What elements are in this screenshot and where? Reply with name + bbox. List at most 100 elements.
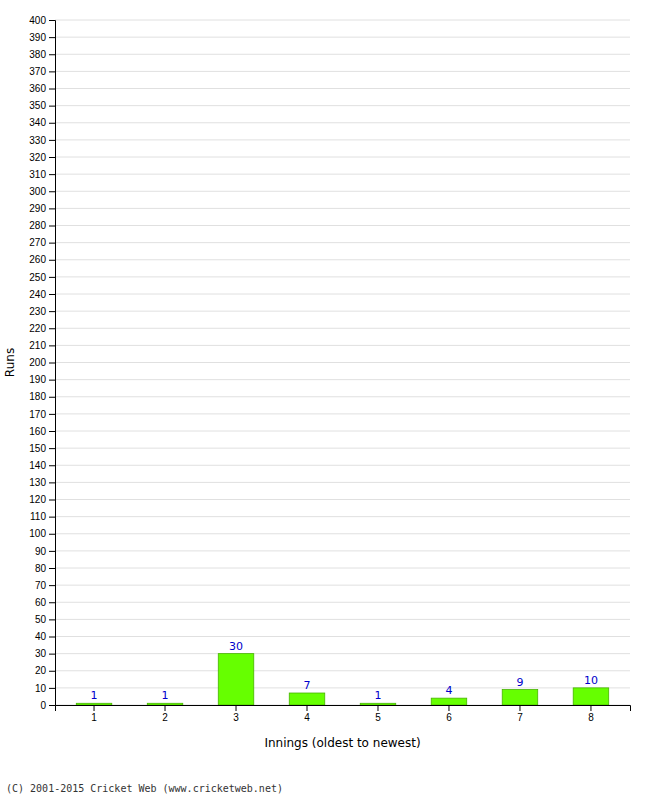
y-tick: 70 xyxy=(35,580,55,591)
grid-line xyxy=(55,568,630,569)
y-tick-label: 380 xyxy=(29,49,46,60)
y-tick-label: 190 xyxy=(29,374,46,385)
y-tick: 280 xyxy=(29,220,55,231)
y-tick-mark xyxy=(49,363,55,364)
y-tick: 390 xyxy=(29,32,55,43)
y-tick: 80 xyxy=(35,563,55,574)
y-tick-label: 170 xyxy=(29,409,46,420)
y-tick-mark xyxy=(49,208,55,209)
grid-line xyxy=(55,431,630,432)
y-tick-label: 40 xyxy=(35,631,47,642)
y-tick-label: 400 xyxy=(29,15,46,26)
y-tick: 120 xyxy=(29,494,55,505)
x-tick: 8 xyxy=(588,705,594,723)
grid-line xyxy=(55,413,630,414)
x-tick-mark xyxy=(236,705,237,711)
grid-line xyxy=(55,533,630,534)
y-tick: 110 xyxy=(30,511,55,522)
y-tick: 40 xyxy=(35,631,55,642)
grid-line xyxy=(55,482,630,483)
y-tick-mark xyxy=(49,71,55,72)
y-tick-mark xyxy=(49,260,55,261)
grid-line xyxy=(55,636,630,637)
grid-line xyxy=(55,37,630,38)
y-tick: 320 xyxy=(29,152,55,163)
y-tick: 170 xyxy=(29,409,55,420)
y-tick: 230 xyxy=(29,306,55,317)
annotations: (C) 2001-2015 Cricket Web (www.cricketwe… xyxy=(6,783,283,794)
y-tick-mark xyxy=(49,157,55,158)
y-tick: 160 xyxy=(29,426,55,437)
y-tick-label: 130 xyxy=(29,477,46,488)
grid-line xyxy=(55,379,630,380)
y-tick-mark xyxy=(49,602,55,603)
y-tick-mark xyxy=(49,517,55,518)
y-tick-mark xyxy=(49,705,55,706)
y-axis: 0102030405060708090100110120130140150160… xyxy=(29,15,55,711)
y-tick: 140 xyxy=(29,460,55,471)
x-tick-label: 8 xyxy=(588,712,594,723)
x-tick-mark xyxy=(519,705,520,711)
y-tick-label: 140 xyxy=(29,460,46,471)
grid-line xyxy=(55,328,630,329)
grid-line xyxy=(55,157,630,158)
y-tick-mark xyxy=(49,465,55,466)
y-tick-label: 20 xyxy=(35,665,47,676)
y-tick-mark xyxy=(49,311,55,312)
y-tick-mark xyxy=(49,89,55,90)
y-tick-label: 260 xyxy=(29,254,46,265)
y-tick-label: 50 xyxy=(35,614,47,625)
bar xyxy=(573,688,608,705)
y-tick-label: 200 xyxy=(29,357,46,368)
plot: 1130714910010203040506070809010011012013… xyxy=(29,15,630,723)
y-tick-label: 110 xyxy=(30,511,46,522)
y-tick-mark xyxy=(49,106,55,107)
y-axis-line xyxy=(49,21,56,706)
grid-line xyxy=(55,259,630,260)
x-tick: 6 xyxy=(446,705,452,723)
bar xyxy=(502,690,537,705)
data-label: 1 xyxy=(91,689,98,702)
y-tick: 240 xyxy=(29,289,55,300)
y-tick: 150 xyxy=(29,443,55,454)
x-axis-line xyxy=(56,706,631,712)
y-tick-mark xyxy=(49,671,55,672)
y-tick-label: 60 xyxy=(35,597,47,608)
grid-line xyxy=(55,670,630,671)
y-tick: 100 xyxy=(29,528,55,539)
y-tick-label: 370 xyxy=(29,66,46,77)
y-tick-mark xyxy=(49,654,55,655)
x-tick-mark xyxy=(94,705,95,711)
x-tick-label: 6 xyxy=(446,712,452,723)
grid-line xyxy=(55,550,630,551)
y-axis-title: Runs xyxy=(3,348,17,377)
y-tick-mark xyxy=(49,123,55,124)
y-tick-label: 290 xyxy=(29,203,46,214)
y-tick-label: 180 xyxy=(29,391,46,402)
grid-line xyxy=(55,362,630,363)
y-tick-mark xyxy=(49,619,55,620)
grid-line xyxy=(55,516,630,517)
data-label: 9 xyxy=(516,676,523,689)
y-tick: 210 xyxy=(29,340,55,351)
chart: 1130714910010203040506070809010011012013… xyxy=(0,0,650,800)
y-tick-label: 160 xyxy=(29,426,46,437)
grid-line xyxy=(55,602,630,603)
y-tick: 330 xyxy=(29,135,55,146)
bar xyxy=(289,693,324,705)
y-tick-label: 270 xyxy=(29,237,46,248)
y-tick: 370 xyxy=(29,66,55,77)
grid-line xyxy=(55,653,630,654)
x-tick-label: 1 xyxy=(91,712,97,723)
y-tick: 0 xyxy=(40,700,55,711)
x-axis-title: Innings (oldest to newest) xyxy=(264,736,420,750)
data-labels: 1130714910 xyxy=(91,640,598,703)
y-tick-mark xyxy=(49,551,55,552)
y-tick-mark xyxy=(49,174,55,175)
data-label: 7 xyxy=(304,679,311,692)
y-tick-mark xyxy=(49,568,55,569)
bar xyxy=(218,654,253,705)
y-tick-label: 340 xyxy=(29,117,46,128)
y-tick-label: 230 xyxy=(29,306,46,317)
y-tick-label: 390 xyxy=(29,32,46,43)
